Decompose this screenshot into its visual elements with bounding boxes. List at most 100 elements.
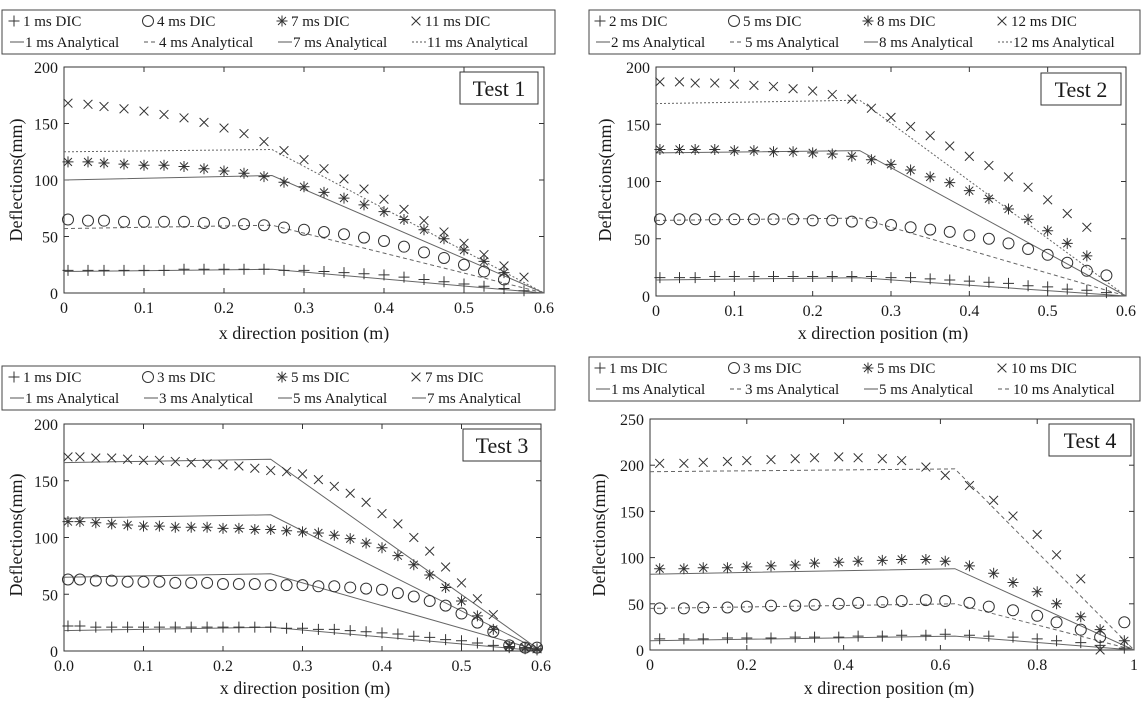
legend-marker-plus — [8, 15, 20, 27]
x-tick-label: 0.2 — [803, 303, 823, 320]
dic-point-plus — [1061, 283, 1073, 295]
test-title: Test 2 — [1055, 77, 1108, 102]
dic-point-asterisk — [924, 171, 936, 183]
dic-point-plus — [1100, 287, 1112, 299]
legend-entry-analytical: 8 ms Analytical — [879, 35, 973, 51]
legend: 1 ms DIC 4 ms DIC 7 ms DIC 11 ms DIC 1 ms An… — [1, 9, 556, 55]
x-tick-label: 0.4 — [374, 300, 394, 317]
dic-point-cross — [679, 458, 689, 469]
legend-entry-dic: 5 ms DIC — [291, 370, 349, 386]
x-tick-label: 0.3 — [293, 658, 313, 675]
dic-point-cross — [520, 642, 530, 653]
dic-point-asterisk — [74, 516, 86, 528]
legend-marker-asterisk — [276, 371, 288, 383]
analytical-line-1 — [649, 603, 1135, 651]
dic-series-circle — [61, 573, 544, 654]
test-title: Test 3 — [476, 433, 529, 458]
dic-point-circle — [360, 582, 373, 595]
dic-point-circle — [105, 574, 118, 587]
dic-point-cross — [674, 77, 685, 87]
dic-point-circle — [378, 235, 390, 248]
dic-point-plus — [1094, 639, 1106, 651]
x-tick-label: 0 — [60, 300, 68, 317]
dic-point-circle — [808, 598, 821, 611]
dic-point-cross — [419, 215, 429, 226]
dic-point-cross — [925, 130, 935, 141]
dic-point-circle — [238, 218, 250, 231]
legend-entry-dic: 7 ms DIC — [291, 14, 349, 30]
dic-point-cross — [807, 86, 818, 96]
dic-point-asterisk — [456, 595, 467, 607]
dic-point-cross — [809, 453, 820, 463]
dic-series-circle — [653, 594, 1131, 644]
dic-series-cross — [63, 98, 529, 282]
dic-point-cross — [139, 106, 149, 116]
dic-point-circle — [747, 213, 760, 226]
legend-marker-asterisk — [862, 15, 874, 27]
dic-point-plus — [518, 285, 530, 297]
dic-point-asterisk — [728, 145, 740, 157]
legend-marker-cross — [411, 372, 421, 382]
x-axis-label: x direction position (m) — [798, 323, 968, 344]
dic-point-plus — [297, 622, 308, 634]
dic-point-circle — [201, 576, 214, 589]
dic-point-cross — [788, 84, 798, 94]
dic-point-cross — [1008, 511, 1018, 521]
dic-series-plus — [62, 263, 530, 297]
dic-point-asterisk — [896, 553, 908, 565]
legend-marker-asterisk — [276, 15, 288, 27]
dic-point-cross — [1095, 645, 1105, 655]
dic-point-cross — [159, 109, 169, 120]
dic-point-plus — [106, 621, 118, 633]
analytical-line-0 — [655, 277, 1127, 297]
dic-point-cross — [1051, 550, 1062, 560]
dic-point-circle — [963, 596, 976, 609]
legend-marker-plus — [594, 15, 606, 27]
dic-point-plus — [312, 623, 324, 635]
dic-point-circle — [232, 578, 245, 591]
dic-point-plus — [741, 632, 753, 644]
dic-point-asterisk — [1022, 213, 1034, 225]
dic-series-cross — [655, 77, 1092, 233]
dic-point-plus — [963, 275, 975, 287]
dic-point-cross — [265, 465, 276, 476]
dic-point-plus — [358, 268, 370, 280]
dic-point-circle — [1074, 623, 1087, 636]
dic-point-circle — [178, 215, 190, 228]
dic-point-asterisk — [1118, 635, 1130, 647]
legend-entry-analytical: 1 ms Analytical — [25, 35, 119, 51]
dic-point-circle — [398, 240, 410, 253]
dic-point-asterisk — [765, 560, 777, 572]
x-tick-label: 0.4 — [959, 303, 979, 320]
dic-point-cross — [988, 495, 999, 506]
test-title: Test 4 — [1064, 428, 1117, 453]
dic-point-plus — [678, 633, 690, 645]
panel-test-2: 2 ms DIC 5 ms DIC 8 ms DIC 12 ms DIC 2 ms An… — [588, 9, 1141, 344]
dic-point-cross — [345, 488, 355, 498]
x-tick-label: 0.6 — [534, 300, 554, 317]
dic-point-asterisk — [846, 150, 858, 162]
dic-point-plus — [807, 271, 819, 283]
x-tick-label: 0.6 — [531, 658, 551, 675]
dic-point-asterisk — [944, 177, 956, 189]
dic-point-asterisk — [1075, 611, 1087, 623]
x-tick-label: 0.2 — [213, 658, 233, 675]
dic-point-cross — [119, 104, 129, 114]
legend-entry-analytical: 7 ms Analytical — [293, 35, 387, 51]
y-tick-label: 200 — [626, 60, 650, 77]
dic-point-circle — [158, 215, 170, 228]
dic-point-asterisk — [1081, 250, 1093, 262]
panel-test-4: 1 ms DIC 3 ms DIC 5 ms DIC 10 ms DIC 1 ms An… — [588, 356, 1141, 699]
dic-point-asterisk — [1042, 225, 1054, 237]
legend-marker-circle — [142, 371, 154, 383]
dic-point-plus — [1003, 277, 1014, 289]
dic-point-cross — [742, 455, 752, 466]
dic-point-cross — [186, 457, 196, 468]
dic-point-circle — [62, 213, 74, 226]
dic-point-asterisk — [328, 529, 340, 541]
dic-point-asterisk — [90, 517, 102, 529]
dic-point-circle — [767, 213, 780, 226]
dic-point-cross — [905, 121, 916, 132]
dic-point-plus — [201, 621, 213, 633]
